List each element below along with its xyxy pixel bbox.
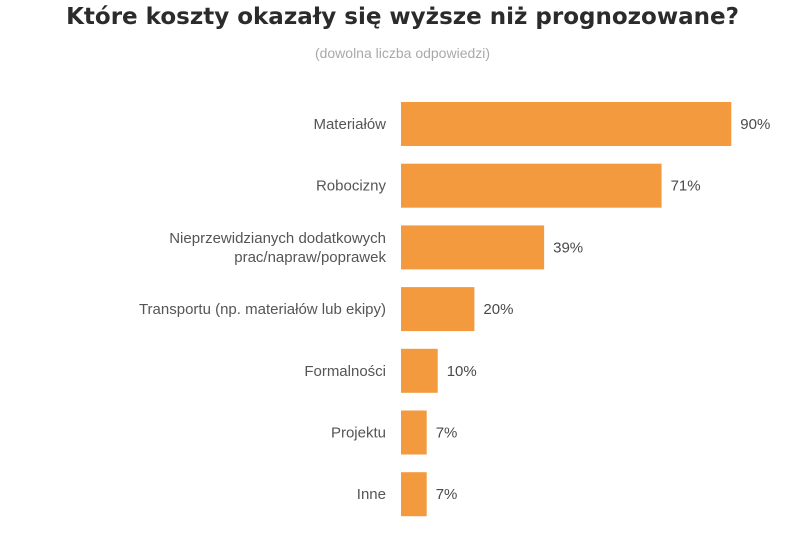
value-label-3: 20% xyxy=(483,301,513,318)
value-label-5: 7% xyxy=(436,425,458,442)
bar-1 xyxy=(401,163,662,208)
category-label-1: Robocizny xyxy=(316,178,387,195)
category-label-6: Inne xyxy=(357,486,386,503)
chart-subtitle: (dowolna liczba odpowiedzi) xyxy=(314,45,491,61)
category-label-0: Materiałów xyxy=(313,116,386,133)
category-label-2-line-1: prac/napraw/poprawek xyxy=(234,249,386,266)
category-label-5: Projektu xyxy=(331,425,386,442)
value-label-4: 10% xyxy=(447,363,477,380)
bar-5 xyxy=(401,410,427,455)
bar-0 xyxy=(401,102,732,146)
bar-6 xyxy=(401,472,427,517)
value-label-6: 7% xyxy=(436,486,458,503)
bar-2 xyxy=(401,225,545,270)
value-label-1: 71% xyxy=(671,178,701,195)
category-label-2-line-0: Nieprzewidzianych dodatkowych xyxy=(169,230,386,247)
bar-3 xyxy=(401,287,475,332)
chart-title: Które koszty okazały się wyższe niż prog… xyxy=(66,4,739,30)
bar-4 xyxy=(401,348,438,393)
category-label-4: Formalności xyxy=(304,363,386,380)
value-label-2: 39% xyxy=(553,239,583,256)
category-label-3: Transportu (np. materiałów lub ekipy) xyxy=(139,301,386,318)
value-label-0: 90% xyxy=(740,116,770,133)
